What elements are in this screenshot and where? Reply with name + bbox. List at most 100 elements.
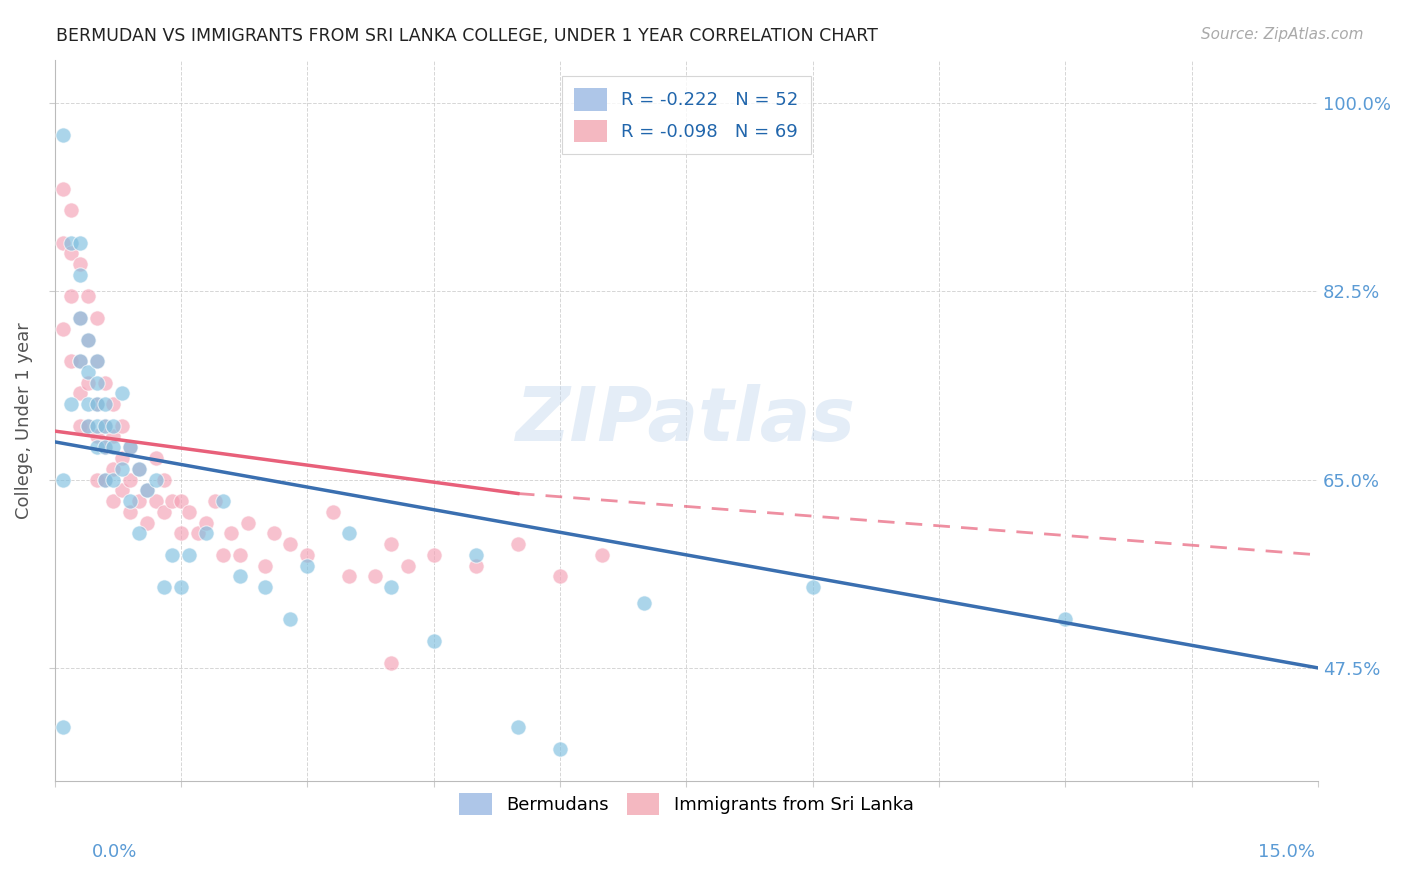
Point — [170, 580, 193, 594]
Point — [111, 386, 134, 401]
Point — [86, 440, 108, 454]
Point — [337, 569, 360, 583]
Point — [179, 505, 201, 519]
Point — [128, 494, 150, 508]
Point — [69, 311, 91, 326]
Point — [464, 548, 486, 562]
Point — [120, 473, 142, 487]
Point — [103, 473, 125, 487]
Point — [94, 376, 117, 390]
Point — [86, 376, 108, 390]
Point — [111, 418, 134, 433]
Point — [633, 596, 655, 610]
Point — [128, 526, 150, 541]
Point — [212, 494, 235, 508]
Point — [280, 612, 302, 626]
Text: BERMUDAN VS IMMIGRANTS FROM SRI LANKA COLLEGE, UNDER 1 YEAR CORRELATION CHART: BERMUDAN VS IMMIGRANTS FROM SRI LANKA CO… — [56, 27, 879, 45]
Point — [60, 354, 83, 368]
Point — [422, 634, 444, 648]
Point — [506, 720, 529, 734]
Point — [120, 440, 142, 454]
Point — [120, 494, 142, 508]
Point — [548, 569, 571, 583]
Point — [77, 397, 100, 411]
Point — [52, 182, 75, 196]
Point — [221, 526, 243, 541]
Point — [204, 494, 226, 508]
Point — [136, 516, 159, 530]
Point — [86, 473, 108, 487]
Point — [94, 440, 117, 454]
Point — [1054, 612, 1077, 626]
Point — [69, 418, 91, 433]
Point — [94, 473, 117, 487]
Point — [506, 537, 529, 551]
Point — [86, 429, 108, 443]
Point — [238, 516, 260, 530]
Legend: Bermudans, Immigrants from Sri Lanka: Bermudans, Immigrants from Sri Lanka — [449, 782, 924, 826]
Point — [170, 526, 193, 541]
Point — [422, 548, 444, 562]
Point — [280, 537, 302, 551]
Point — [103, 440, 125, 454]
Point — [801, 580, 824, 594]
Point — [52, 720, 75, 734]
Point — [77, 418, 100, 433]
Point — [263, 526, 285, 541]
Point — [52, 322, 75, 336]
Point — [153, 473, 176, 487]
Point — [229, 569, 252, 583]
Point — [77, 376, 100, 390]
Point — [254, 580, 277, 594]
Point — [60, 203, 83, 218]
Point — [170, 494, 193, 508]
Point — [120, 440, 142, 454]
Point — [86, 418, 108, 433]
Point — [103, 418, 125, 433]
Text: 15.0%: 15.0% — [1257, 843, 1315, 861]
Point — [69, 354, 91, 368]
Point — [254, 558, 277, 573]
Point — [136, 483, 159, 498]
Point — [86, 397, 108, 411]
Point — [60, 289, 83, 303]
Point — [69, 268, 91, 282]
Y-axis label: College, Under 1 year: College, Under 1 year — [15, 322, 32, 518]
Point — [94, 397, 117, 411]
Point — [103, 397, 125, 411]
Point — [77, 333, 100, 347]
Point — [120, 505, 142, 519]
Point — [162, 494, 184, 508]
Point — [297, 548, 319, 562]
Point — [111, 483, 134, 498]
Point — [103, 429, 125, 443]
Point — [94, 473, 117, 487]
Point — [86, 397, 108, 411]
Point — [69, 386, 91, 401]
Point — [60, 235, 83, 250]
Point — [69, 354, 91, 368]
Point — [77, 333, 100, 347]
Point — [591, 548, 613, 562]
Point — [86, 311, 108, 326]
Point — [136, 483, 159, 498]
Point — [60, 246, 83, 260]
Point — [322, 505, 344, 519]
Point — [52, 473, 75, 487]
Point — [69, 235, 91, 250]
Point — [195, 516, 218, 530]
Point — [77, 418, 100, 433]
Point — [94, 418, 117, 433]
Point — [212, 548, 235, 562]
Point — [103, 462, 125, 476]
Point — [52, 235, 75, 250]
Point — [380, 656, 402, 670]
Point — [111, 450, 134, 465]
Point — [187, 526, 209, 541]
Point — [179, 548, 201, 562]
Point — [229, 548, 252, 562]
Point — [396, 558, 419, 573]
Point — [77, 365, 100, 379]
Point — [195, 526, 218, 541]
Point — [380, 537, 402, 551]
